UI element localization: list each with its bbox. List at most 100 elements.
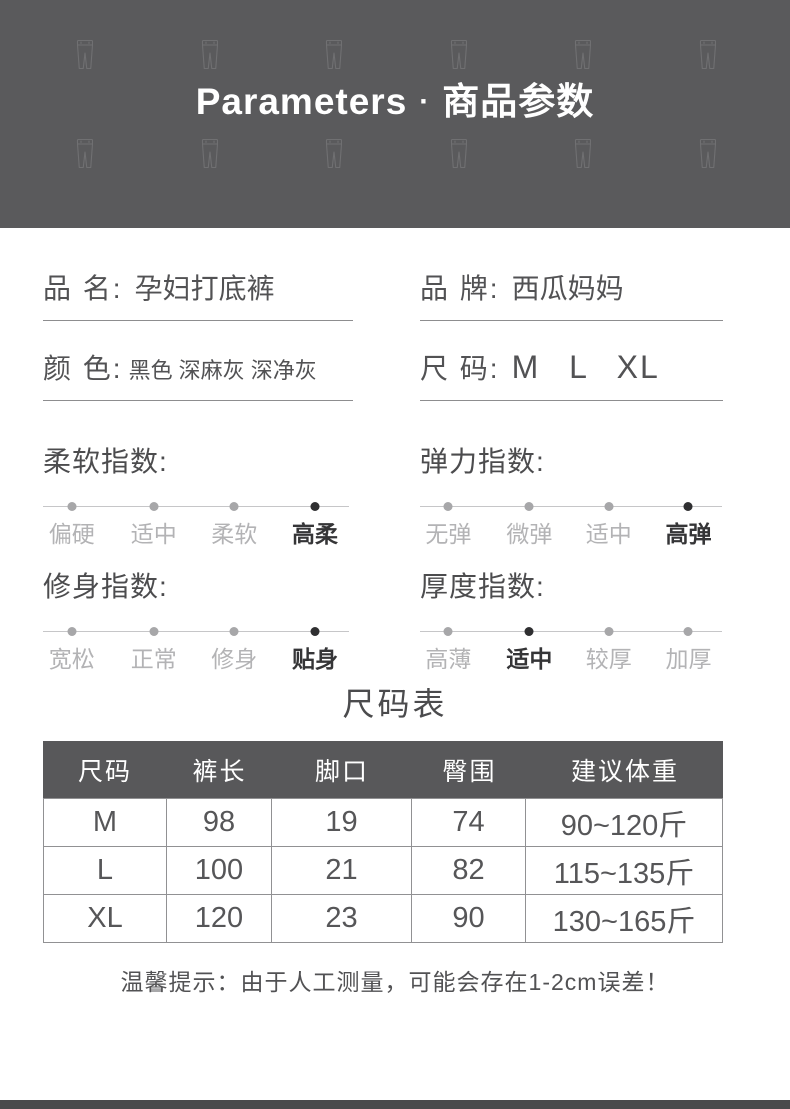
pants-icon: [698, 138, 718, 169]
index-thickness: 厚度指数: 高薄 适中 较厚 加厚: [420, 565, 722, 673]
scale-level-label: 高柔: [292, 521, 339, 547]
scale-level-label: 无弹: [425, 521, 472, 547]
scale-dot: [67, 627, 77, 636]
pants-icon: [200, 138, 220, 169]
scale-dot: [149, 627, 159, 636]
info-value: 孕妇打底裤: [134, 273, 275, 304]
table-cell: L: [44, 847, 167, 894]
pants-icon: [75, 39, 95, 70]
scale-dot: [149, 502, 159, 511]
index-title: 厚度指数:: [420, 571, 545, 602]
scale-level-label: 修身: [211, 646, 258, 672]
scale-level-label: 正常: [130, 646, 177, 672]
title-separator-dot: ·: [419, 85, 431, 118]
scale-labels: 无弹 微弹 适中 高弹: [420, 520, 722, 548]
info-value: 西瓜妈妈: [511, 273, 624, 304]
pants-pattern-row: [75, 138, 718, 169]
scale-level-label: 贴身: [292, 646, 339, 672]
size-table-header-cell: 建议体重: [570, 757, 679, 786]
scale-dot: [683, 502, 693, 511]
size-table-header-cell: 尺码: [77, 757, 132, 786]
index-fit: 修身指数: 宽松 正常 修身 贴身: [43, 565, 349, 673]
info-row-color: 颜 色: 黑色 深麻灰 深净灰: [43, 339, 353, 401]
scale-dot: [524, 502, 534, 511]
scale-dot: [443, 502, 453, 511]
size-table-body: M 98 19 74 90~120斤 L 100 21 82 115~135斤 …: [43, 798, 723, 943]
table-cell: 74: [412, 799, 526, 846]
scale-labels: 高薄 适中 较厚 加厚: [420, 645, 722, 673]
scale-level-label: 适中: [506, 646, 553, 672]
info-value: 黑色 深麻灰 深净灰: [128, 358, 317, 383]
scale-dot: [67, 502, 77, 511]
scale-level-label: 较厚: [585, 646, 632, 672]
table-cell: 115~135斤: [553, 857, 695, 890]
index-title: 弹力指数:: [420, 446, 545, 477]
table-cell: 23: [272, 895, 412, 942]
index-title: 修身指数:: [43, 571, 168, 602]
info-label: 尺 码:: [420, 353, 500, 384]
table-cell: 90~120斤: [560, 809, 688, 842]
page-title: Parameters · 商品参数: [0, 82, 790, 122]
scale-track: [43, 627, 349, 636]
pants-pattern-row: [75, 39, 718, 70]
scale-dot: [443, 627, 453, 636]
scale-labels: 偏硬 适中 柔软 高柔: [43, 520, 349, 548]
info-row-brand: 品 牌: 西瓜妈妈: [420, 259, 723, 321]
scale-level-label: 适中: [585, 521, 632, 547]
size-table-title: 尺码表: [342, 686, 448, 722]
scale-track: [420, 502, 722, 511]
pants-icon: [324, 39, 344, 70]
size-table-header-row: 尺码 裤长 脚口 臀围 建议体重: [43, 741, 723, 798]
scale-level-label: 柔软: [211, 521, 258, 547]
scale-level-label: 偏硬: [48, 521, 95, 547]
scale-dot: [604, 502, 614, 511]
scale-dot: [683, 627, 693, 636]
table-cell: 100: [167, 847, 272, 894]
scale-level-label: 高薄: [425, 646, 472, 672]
pants-icon: [449, 39, 469, 70]
header-banner: Parameters · 商品参数: [0, 0, 790, 228]
table-cell: 98: [167, 799, 272, 846]
size-table-header-cell: 裤长: [192, 757, 247, 786]
pants-icon: [75, 138, 95, 169]
table-row: XL 120 23 90 130~165斤: [44, 894, 722, 942]
table-cell: M: [44, 799, 167, 846]
page-title-zh: 商品参数: [442, 81, 595, 122]
scale-dot: [604, 627, 614, 636]
size-table-header-cell: 臀围: [442, 757, 497, 786]
bottom-bar: [0, 1100, 790, 1109]
scale-dot: [524, 627, 534, 636]
scale-dot: [310, 627, 320, 636]
page-title-en: Parameters: [195, 81, 408, 122]
info-value: M L XL: [511, 349, 660, 385]
scale-level-label: 微弹: [506, 521, 553, 547]
scale-dot: [229, 627, 239, 636]
info-label: 品 牌:: [420, 273, 500, 304]
pants-icon: [200, 39, 220, 70]
scale-dot: [310, 502, 320, 511]
size-table-header-cell: 脚口: [314, 757, 369, 786]
table-cell: 90: [412, 895, 526, 942]
scale-level-label: 适中: [130, 521, 177, 547]
pants-icon: [573, 138, 593, 169]
table-cell: 19: [272, 799, 412, 846]
pants-icon: [324, 138, 344, 169]
info-row-size: 尺 码: M L XL: [420, 339, 723, 401]
info-label: 颜 色:: [43, 353, 123, 384]
info-label: 品 名:: [43, 273, 123, 304]
scale-labels: 宽松 正常 修身 贴身: [43, 645, 349, 673]
index-softness: 柔软指数: 偏硬 适中 柔软 高柔: [43, 440, 349, 548]
scale-track: [43, 502, 349, 511]
scale-level-label: 宽松: [48, 646, 95, 672]
table-cell: XL: [44, 895, 167, 942]
scale-track: [420, 627, 722, 636]
pants-icon: [698, 39, 718, 70]
info-row-product-name: 品 名: 孕妇打底裤: [43, 259, 353, 321]
index-title: 柔软指数:: [43, 446, 168, 477]
table-row: L 100 21 82 115~135斤: [44, 846, 722, 894]
pants-icon: [573, 39, 593, 70]
table-cell: 130~165斤: [552, 905, 696, 938]
table-row: M 98 19 74 90~120斤: [44, 798, 722, 846]
size-table: 尺码 裤长 脚口 臀围 建议体重 M 98 19 74 90~120斤 L 10…: [43, 741, 723, 943]
